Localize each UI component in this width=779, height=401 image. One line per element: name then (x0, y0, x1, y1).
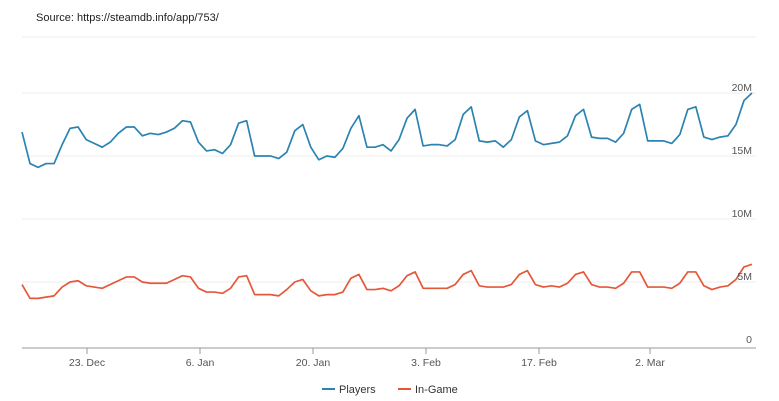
x-tick-labels: 23. Dec 6. Jan 20. Jan 3. Feb 17. Feb 2. Mar (69, 348, 665, 369)
x-tick-label: 23. Dec (69, 357, 105, 369)
x-tick-label: 20. Jan (296, 357, 331, 369)
x-tick-label: 2. Mar (635, 357, 665, 369)
y-tick-label: 0 (746, 334, 752, 346)
gridlines (22, 36, 756, 283)
y-tick-labels: 0 5M 10M 15M 20M (732, 82, 753, 346)
series-line-players (21, 92, 753, 169)
y-tick-label: 20M (732, 82, 752, 94)
y-tick-label: 5M (737, 271, 752, 283)
legend: Players In-Game (322, 384, 458, 396)
legend-item-in-game[interactable]: In-Game (398, 384, 458, 396)
x-tick-label: 3. Feb (411, 357, 441, 369)
series-line-in-game (21, 263, 753, 300)
y-tick-label: 10M (732, 208, 752, 220)
legend-item-players[interactable]: Players (322, 384, 376, 396)
x-tick-label: 6. Jan (186, 357, 215, 369)
legend-label: Players (339, 384, 376, 396)
y-tick-label: 15M (732, 145, 752, 157)
source-caption: Source: https://steamdb.info/app/753/ (36, 12, 219, 24)
series-group (21, 92, 753, 300)
legend-label: In-Game (415, 384, 458, 396)
x-tick-label: 17. Feb (521, 357, 557, 369)
